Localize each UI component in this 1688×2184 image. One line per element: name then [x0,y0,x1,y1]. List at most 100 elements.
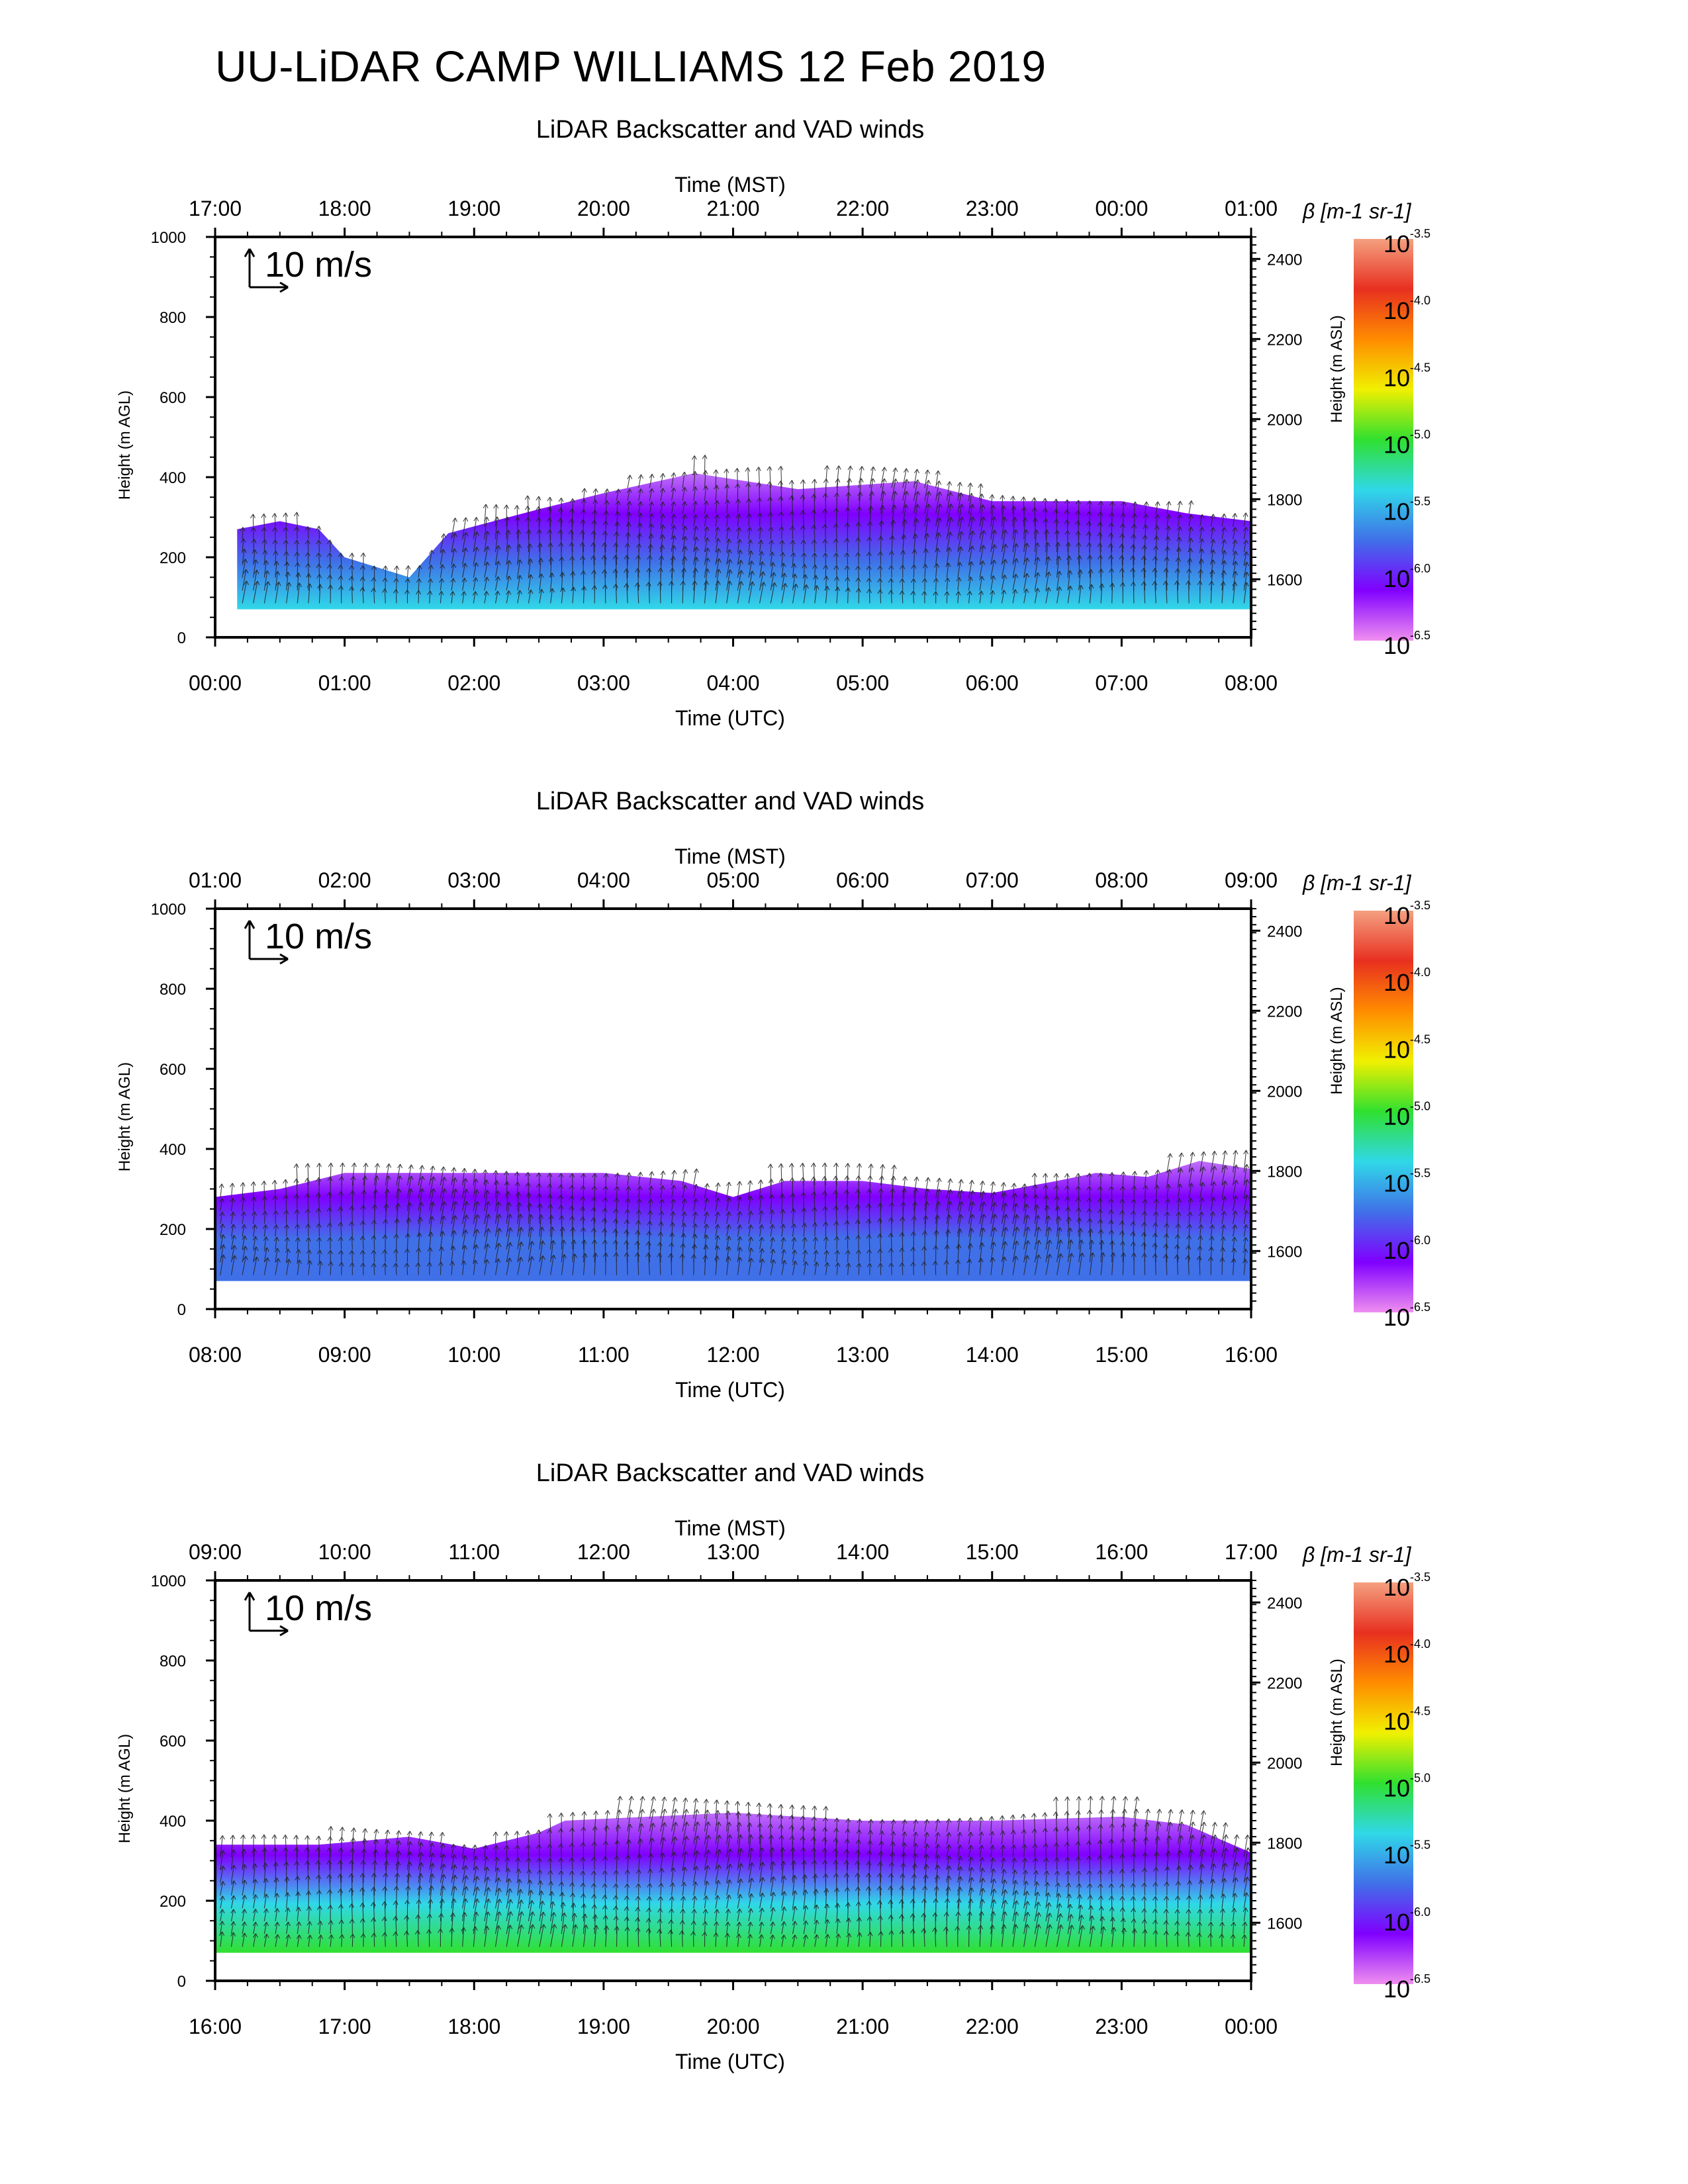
wind-arrow [693,1183,699,1199]
wind-arrow [316,1163,322,1186]
wind-arrow [867,1249,872,1263]
wind-arrow [913,469,919,488]
wind-arrow [1023,1255,1030,1275]
x-tick-label: 18:00 [447,2015,500,2038]
wind-arrow [1011,1858,1017,1870]
wind-arrow [835,1262,841,1275]
colorbar-tick-base: 10 [1383,230,1410,257]
wind-arrow [1221,550,1227,565]
wind-arrow [1034,1901,1041,1921]
wind-arrow [923,1832,929,1844]
wind-arrow [923,1854,929,1870]
wind-arrow [1231,1907,1237,1921]
y2-tick-label: 1600 [1267,571,1302,589]
wind-arrow [1186,1895,1192,1909]
x2-tick-label: 16:00 [1095,1540,1148,1564]
wind-arrow [240,1211,246,1224]
x-tick-label: 00:00 [1225,2015,1278,2038]
wind-arrow [349,565,355,578]
wind-arrow [282,1835,288,1858]
x2-tick-label: 01:00 [1225,197,1278,220]
wind-arrow [1143,1170,1149,1186]
wind-arrow [768,526,774,539]
wind-arrow [725,1909,731,1921]
wind-arrow [790,539,796,553]
wind-arrow [660,488,665,501]
backscatter-field [215,1161,1251,1281]
wind-arrow [1174,1921,1180,1934]
wind-arrow [473,562,479,578]
colorbar-tick: 10 -5.5 [1383,1839,1430,1869]
wind-arrow [715,537,721,553]
wind-arrow [1088,1796,1094,1819]
wind-arrow [230,1224,236,1237]
wind-arrow [539,1911,546,1934]
wind-arrow [1022,1870,1028,1883]
wind-arrow [1232,1893,1238,1909]
wind-arrow [558,497,564,514]
wind-arrow [747,1834,753,1858]
wind-arrow [682,1851,688,1870]
wind-arrow [1000,1844,1006,1858]
wind-arrow [273,1210,279,1224]
x-tick-label: 05:00 [836,671,889,695]
wind-arrow [1053,498,1059,514]
wind-arrow [603,1173,609,1186]
colorbar-tick-exponent: -3.5 [1410,899,1430,912]
wind-arrow [913,1843,918,1858]
wind-arrow [866,551,872,565]
wind-arrow [451,1177,457,1199]
wind-arrow [671,1836,678,1858]
wind-arrow [913,1176,919,1199]
wind-arrow [275,1258,281,1275]
wind-arrow [1043,1857,1049,1870]
wind-arrow [769,1209,775,1224]
wind-arrow [220,1244,226,1263]
wind-arrow [503,1831,509,1844]
wind-arrow [824,1262,830,1275]
wind-arrow [305,1223,311,1237]
wind-arrow [569,1857,575,1870]
wind-arrow [240,1835,246,1858]
wind-arrow [273,1236,279,1250]
wind-arrow [702,1921,708,1934]
wind-arrow [759,1258,765,1275]
wind-arrow [1001,529,1008,553]
wind-arrow [990,1227,998,1250]
wind-arrow [714,1921,720,1934]
wind-arrow [946,517,953,539]
wind-arrow [283,512,289,527]
wind-arrow [824,1919,830,1934]
wind-arrow [536,496,541,514]
wind-arrow [1210,1197,1216,1211]
wind-arrow [506,560,512,578]
wind-arrow [316,525,322,539]
wind-arrow [1021,1183,1027,1199]
wind-arrow [272,527,277,539]
wind-arrow [1188,1152,1196,1173]
wind-arrow [800,1805,806,1819]
wind-arrow [1001,574,1008,591]
wind-arrow [262,550,268,565]
wind-arrow [1098,1172,1103,1186]
wind-arrow [1166,1809,1174,1832]
wind-arrow [913,504,920,527]
wind-arrow [957,1832,962,1844]
wind-arrow [682,1821,690,1844]
colorbar-tick: 10 -4.5 [1383,1704,1430,1735]
wind-arrow [537,1870,543,1883]
y2-tick-label: 2200 [1267,1003,1302,1021]
wind-arrow [429,1176,436,1199]
colorbar-tick-exponent: -4.5 [1410,1032,1430,1046]
wind-arrow [293,512,299,527]
wind-arrow [1023,1911,1031,1934]
wind-arrow [472,1168,478,1186]
wind-arrow [371,1263,377,1275]
wind-arrow [483,1844,489,1858]
colorbar-tick-exponent: -6.0 [1410,562,1430,575]
bottom-axis-label: Time (UTC) [675,2050,785,2073]
wind-arrow [363,1163,369,1186]
wind-arrow [340,1162,346,1186]
wind-arrow [1012,1880,1018,1896]
wind-arrow [855,552,861,565]
